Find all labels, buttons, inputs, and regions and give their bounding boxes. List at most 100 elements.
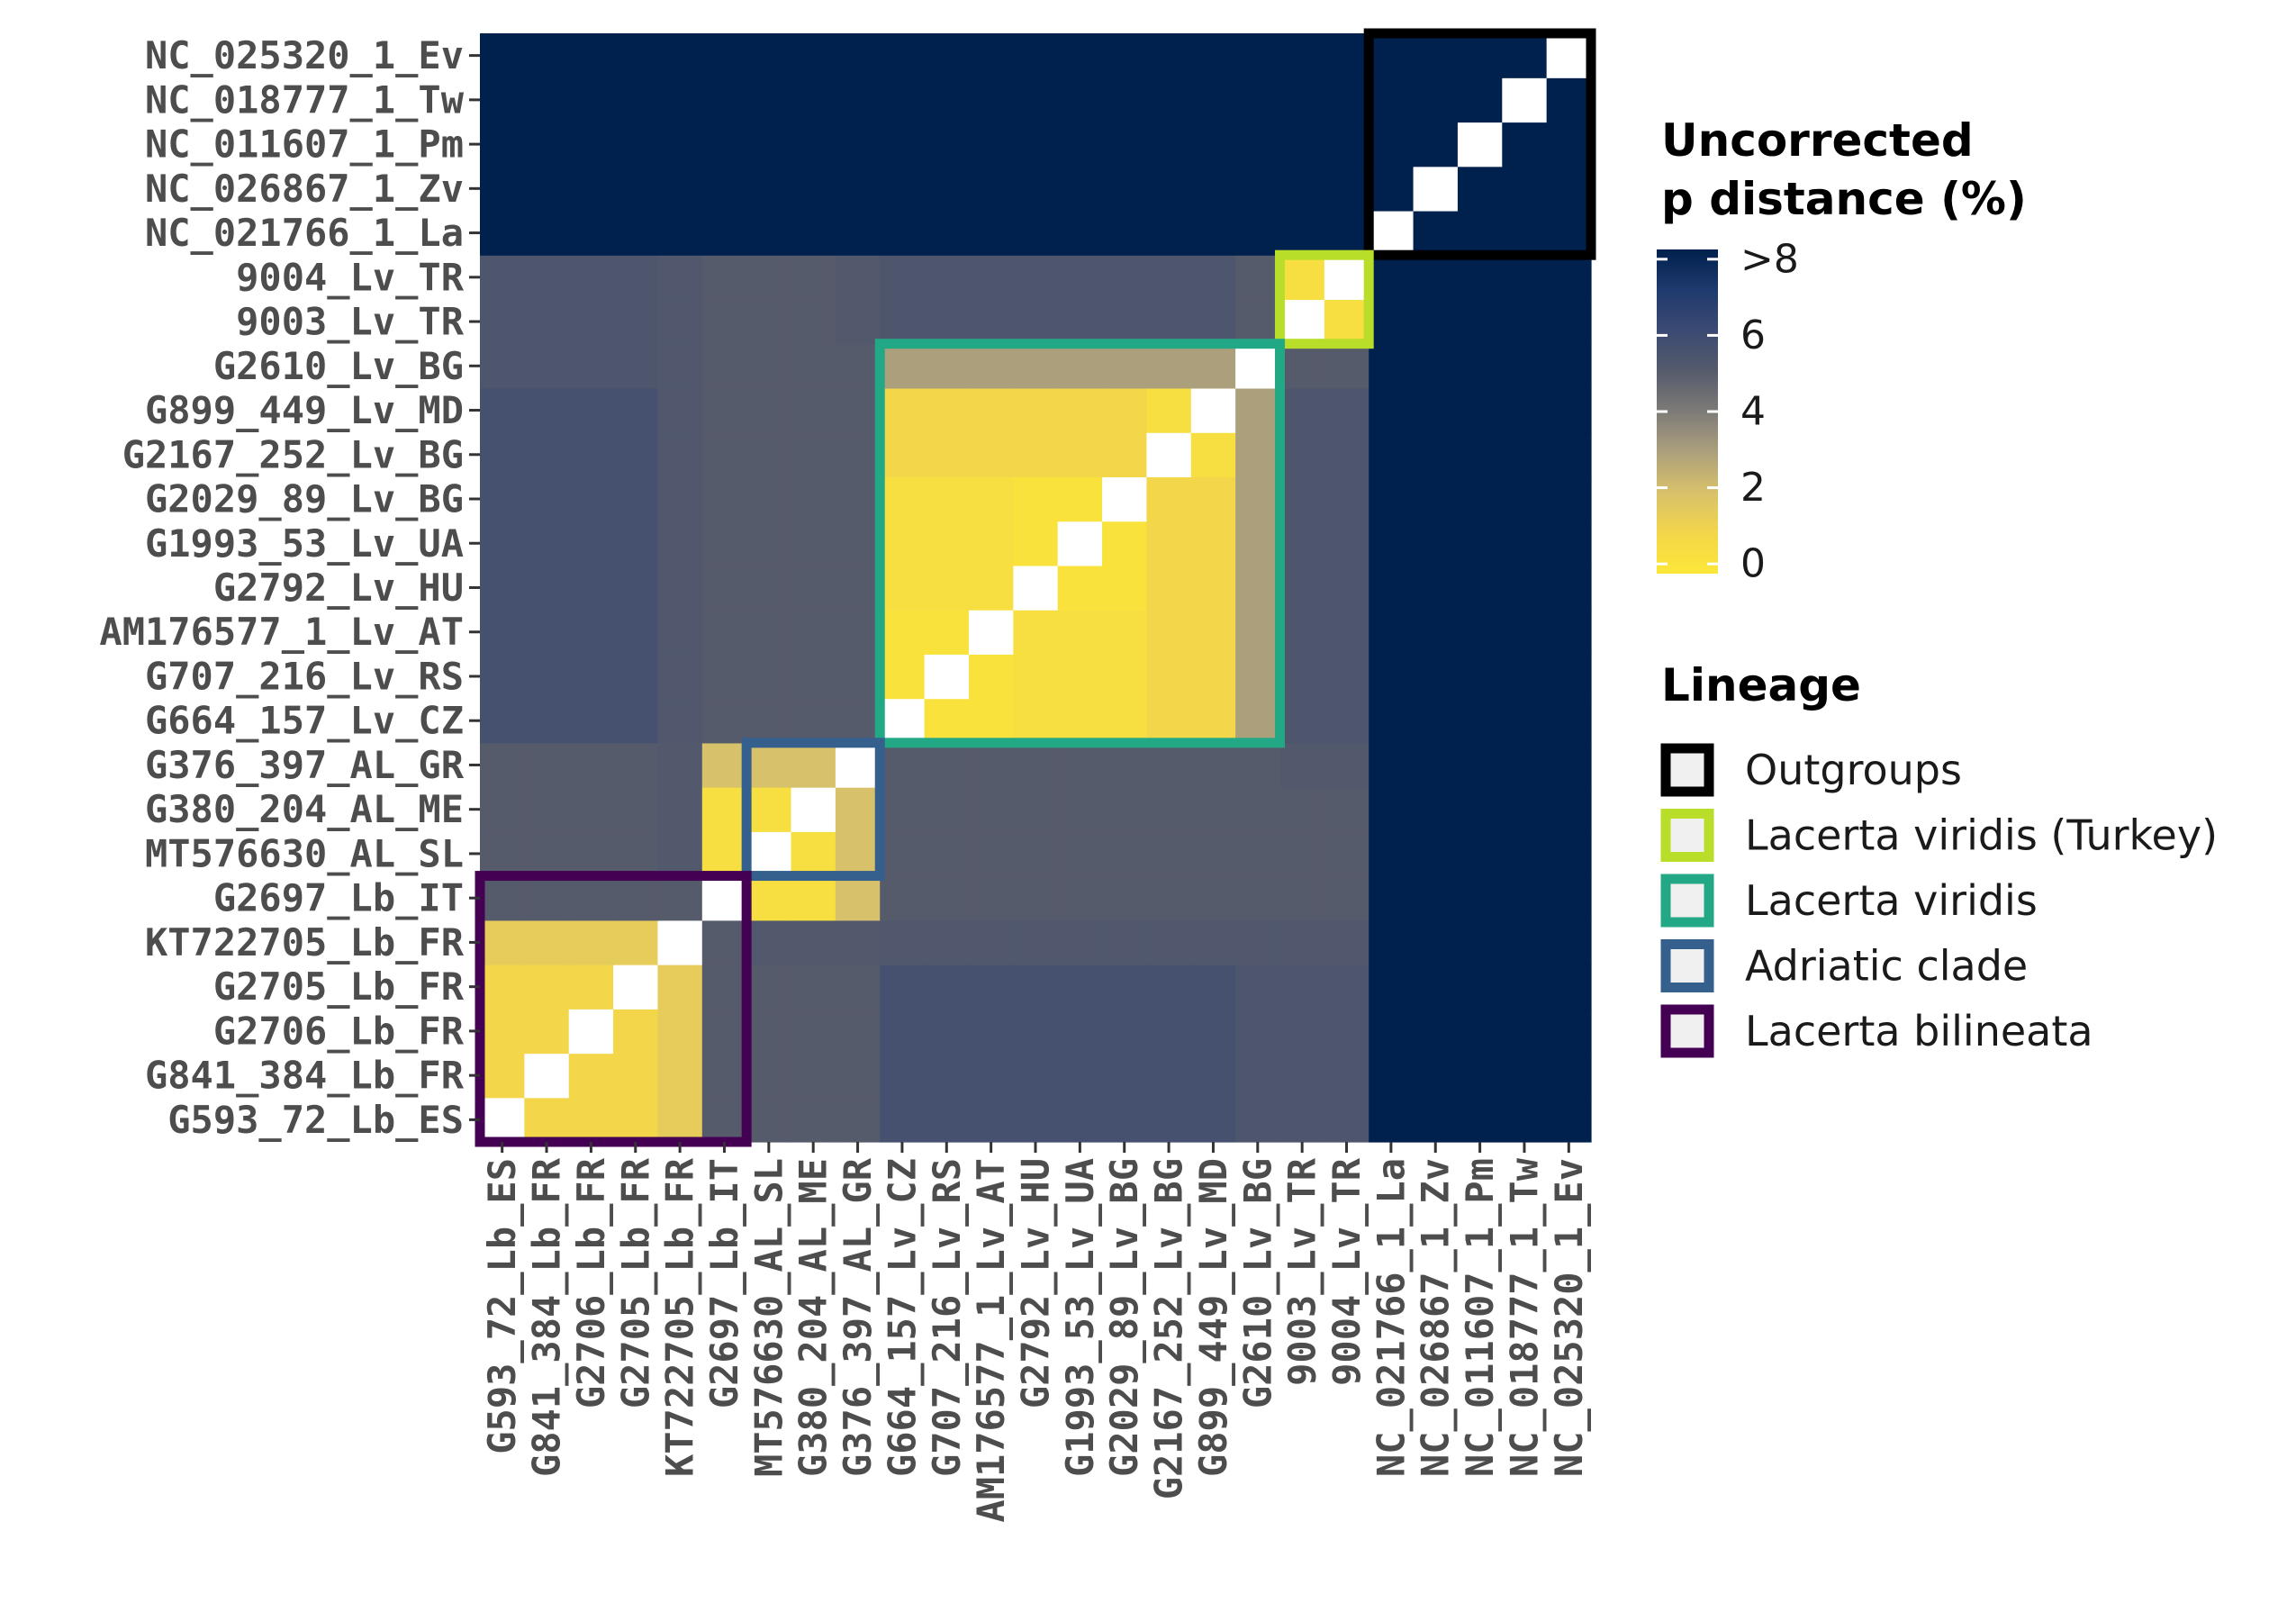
heatmap-cell [1369, 1053, 1415, 1099]
heatmap-cell [1013, 787, 1059, 832]
heatmap-cell [968, 387, 1014, 433]
heatmap-cell [657, 565, 703, 611]
heatmap-cell [613, 432, 659, 477]
heatmap-cell [1013, 166, 1059, 212]
heatmap-cell [968, 964, 1014, 1010]
heatmap-cell [1324, 432, 1369, 477]
heatmap-cell [568, 787, 614, 832]
heatmap-cell [924, 1053, 970, 1099]
heatmap-cell [613, 33, 659, 78]
heatmap-cell [657, 1009, 703, 1055]
heatmap-cell [791, 1053, 836, 1099]
lineage-legend-title: Lineage [1661, 659, 1861, 711]
heatmap-cell [1369, 122, 1415, 168]
heatmap-cell [1057, 77, 1103, 123]
heatmap-cell [657, 787, 703, 832]
heatmap-cell [701, 299, 747, 345]
heatmap-cell [1457, 742, 1503, 788]
heatmap-cell [613, 1009, 659, 1055]
heatmap-cell [1369, 166, 1415, 212]
heatmap-cell [1057, 698, 1103, 744]
heatmap-cell [924, 299, 970, 345]
heatmap-cell [1546, 1053, 1592, 1099]
heatmap-cell [1457, 1097, 1503, 1143]
heatmap-cell [1546, 1097, 1592, 1143]
heatmap-cell [968, 210, 1014, 256]
heatmap-cell [1013, 476, 1059, 522]
heatmap-cell [1279, 654, 1325, 700]
heatmap-cell [791, 1097, 836, 1143]
y-tick-label: G899_449_Lv_MD [145, 388, 464, 432]
heatmap-cell [1502, 1009, 1548, 1055]
heatmap-cell [1013, 610, 1059, 655]
heatmap-cell [657, 476, 703, 522]
x-tick-label: G2697_Lb_IT [702, 1158, 746, 1408]
heatmap-cell [1457, 299, 1503, 345]
heatmap-cell [1102, 654, 1147, 700]
heatmap-cell [1057, 255, 1103, 301]
heatmap-cell [1235, 742, 1281, 788]
y-tick-label: 9004_Lv_TR [236, 255, 465, 299]
heatmap-cell [1057, 122, 1103, 168]
heatmap-cell [1013, 255, 1059, 301]
colorbar-tick-label: 6 [1740, 312, 1766, 358]
heatmap-cell [1279, 1097, 1325, 1143]
heatmap-cell [613, 387, 659, 433]
heatmap-cell [524, 210, 570, 256]
heatmap-cell [1502, 255, 1548, 301]
heatmap-cell [1546, 919, 1592, 965]
heatmap-cell [1013, 565, 1059, 611]
heatmap-cell [1502, 875, 1548, 921]
heatmap-cell [480, 33, 525, 78]
heatmap-cell [657, 1053, 703, 1099]
heatmap-cell [1502, 166, 1548, 212]
heatmap-cell [880, 742, 926, 788]
heatmap-cell [1146, 33, 1192, 78]
heatmap-cell [568, 299, 614, 345]
heatmap-cell [1102, 964, 1147, 1010]
heatmap-cell [1190, 742, 1236, 788]
y-tick-label: NC_021766_1_La [145, 211, 464, 255]
heatmap-cell [524, 387, 570, 433]
heatmap-cell [1235, 299, 1281, 345]
heatmap-cell [568, 919, 614, 965]
heatmap-cell [1546, 875, 1592, 921]
heatmap-cell [1013, 1009, 1059, 1055]
heatmap-cell [835, 787, 881, 832]
heatmap-cell [613, 77, 659, 123]
heatmap-cell [1546, 166, 1592, 212]
heatmap-cell [1457, 166, 1503, 212]
heatmap-cell [480, 77, 525, 123]
heatmap-cell [924, 654, 970, 700]
heatmap-cell [1457, 919, 1503, 965]
heatmap-cell [1057, 432, 1103, 477]
heatmap-cell [701, 698, 747, 744]
heatmap-cell [880, 787, 926, 832]
heatmap-cell [1413, 299, 1459, 345]
heatmap-cell [1546, 831, 1592, 877]
lineage-box [475, 871, 752, 1147]
heatmap-cell [524, 919, 570, 965]
heatmap-cell [1235, 476, 1281, 522]
heatmap-cell [524, 521, 570, 566]
heatmap-cell [968, 1009, 1014, 1055]
heatmap-cell [613, 742, 659, 788]
heatmap-cell [657, 654, 703, 700]
heatmap-cell [1146, 875, 1192, 921]
heatmap-cell [1324, 387, 1369, 433]
colorbar-title-line-2: p distance (%) [1661, 173, 2027, 225]
heatmap-cell [791, 299, 836, 345]
heatmap-cell [1546, 255, 1592, 301]
heatmap-cell [1502, 964, 1548, 1010]
heatmap-cell [1146, 343, 1192, 389]
heatmap-cell [1457, 565, 1503, 611]
heatmap-cell [1324, 610, 1369, 655]
lineage-legend-key [1660, 743, 1714, 797]
heatmap-cell [1369, 610, 1415, 655]
y-tick-label: G376_397_AL_GR [145, 743, 465, 787]
heatmap-cell [1502, 122, 1548, 168]
heatmap-cell [1546, 210, 1592, 256]
heatmap-cell [1190, 610, 1236, 655]
heatmap-cell [1190, 875, 1236, 921]
heatmap-cell [1102, 787, 1147, 832]
